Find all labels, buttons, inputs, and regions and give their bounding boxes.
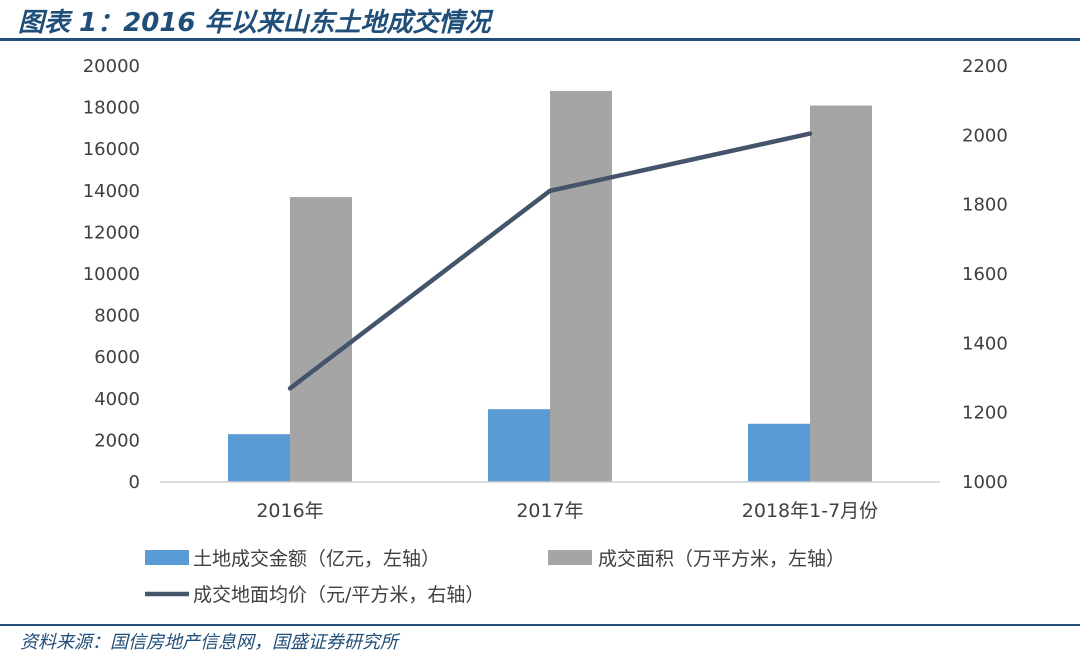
legend-swatch-land-amount [145, 550, 189, 565]
y-left-tick-label: 16000 [83, 139, 140, 160]
source-note: 资料来源：国信房地产信息网，国盛证券研究所 [20, 632, 398, 653]
y-right-tick-label: 1600 [962, 264, 1008, 285]
x-tick-label: 2016年 [256, 500, 323, 522]
legend-label-land-amount: 土地成交金额（亿元，左轴） [193, 548, 440, 570]
y-right-tick-label: 1200 [962, 403, 1008, 424]
chart-title: 图表 1：2016 年以来山东土地成交情况 [18, 8, 491, 38]
bar-area [810, 105, 872, 483]
y-left-tick-label: 14000 [83, 181, 140, 202]
y-right-tick-label: 1800 [962, 195, 1008, 216]
line-point-avg-price [547, 188, 553, 193]
y-left-tick-label: 0 [129, 472, 140, 493]
x-tick-label: 2017年 [516, 500, 583, 522]
legend-label-avg-price: 成交地面均价（元/平方米，右轴） [193, 584, 484, 606]
bar-land-amount [748, 423, 810, 482]
y-left-tick-label: 18000 [83, 98, 140, 119]
legend-label-area: 成交面积（万平方米，左轴） [598, 548, 845, 570]
y-left-tick-label: 12000 [83, 222, 140, 243]
y-right-tick-label: 1000 [962, 472, 1008, 493]
y-left-tick-label: 8000 [94, 306, 140, 327]
title-rule [0, 38, 1080, 41]
y-right-tick-label: 2000 [962, 125, 1008, 146]
y-left-tick-label: 6000 [94, 347, 140, 368]
bar-area [290, 197, 352, 483]
bar-land-amount [488, 409, 550, 482]
bar-land-amount [228, 434, 290, 482]
source-rule [0, 624, 1080, 626]
chart: 0 2000 4000 6000 8000 10000 12000 14000 16000 180… [83, 56, 1008, 606]
y-left-tick-label: 10000 [83, 264, 140, 285]
y-left-tick-label: 4000 [94, 389, 140, 410]
line-point-avg-price [807, 131, 813, 136]
y-right-tick-label: 1400 [962, 333, 1008, 354]
legend-swatch-area [548, 550, 592, 565]
y-left-tick-label: 20000 [83, 56, 140, 77]
x-tick-label: 2018年1-7月份 [742, 500, 878, 522]
y-left-tick-label: 2000 [94, 430, 140, 451]
y-right-tick-label: 2200 [962, 56, 1008, 77]
line-point-avg-price [287, 386, 293, 391]
bar-area [550, 90, 612, 483]
